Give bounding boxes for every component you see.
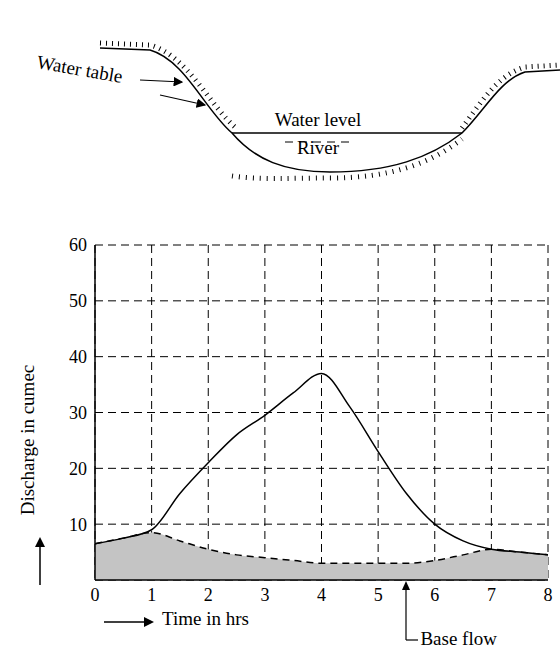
svg-text:River: River — [297, 137, 340, 158]
svg-text:50: 50 — [69, 291, 87, 311]
svg-text:8: 8 — [544, 585, 553, 605]
svg-text:60: 60 — [69, 235, 87, 255]
svg-text:30: 30 — [69, 403, 87, 423]
html-text:Base flow: Base flow — [420, 628, 497, 649]
html-text:Time in hrs: Time in hrs — [162, 608, 249, 629]
svg-text:Water table: Water table — [35, 51, 124, 87]
svg-text:5: 5 — [374, 585, 383, 605]
svg-text:3: 3 — [260, 585, 269, 605]
svg-text:20: 20 — [69, 459, 87, 479]
svg-text:4: 4 — [317, 585, 326, 605]
svg-text:Water level: Water level — [275, 109, 362, 130]
svg-text:40: 40 — [69, 347, 87, 367]
html-text:Discharge in cumec: Discharge in cumec — [17, 364, 38, 516]
svg-text:10: 10 — [69, 515, 87, 535]
svg-text:6: 6 — [430, 585, 439, 605]
svg-text:2: 2 — [204, 585, 213, 605]
svg-text:0: 0 — [91, 585, 100, 605]
svg-text:7: 7 — [487, 585, 496, 605]
svg-text:1: 1 — [147, 585, 156, 605]
